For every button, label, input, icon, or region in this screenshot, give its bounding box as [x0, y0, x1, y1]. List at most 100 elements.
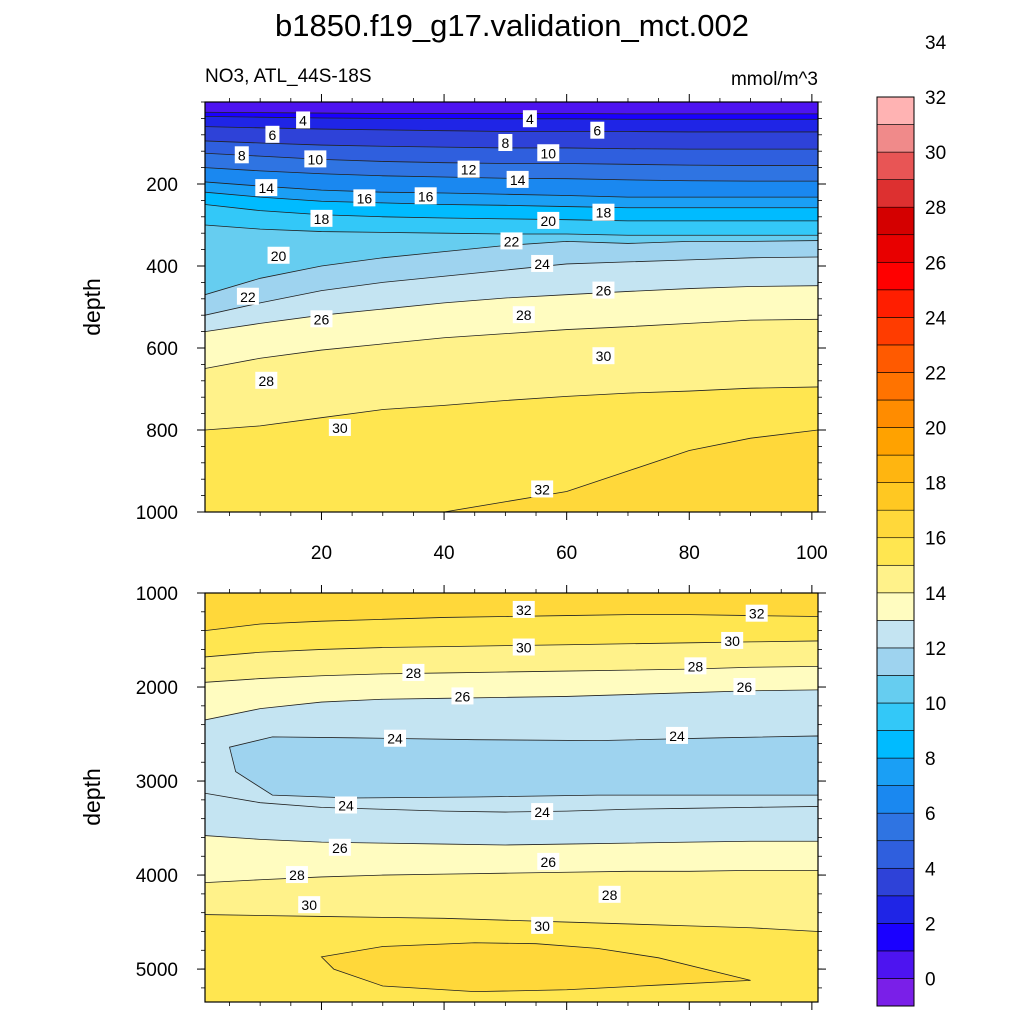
- colorbar-box: [876, 509, 915, 539]
- colorbar-box: [876, 234, 915, 263]
- contour-label: 32: [512, 600, 535, 618]
- svg-text:24: 24: [669, 728, 685, 744]
- svg-text:20: 20: [540, 213, 556, 229]
- x-tick-label: 100: [796, 543, 828, 564]
- colorbar-label: 16: [925, 529, 946, 550]
- contour-band-16: [205, 192, 818, 221]
- colorbar-box: [876, 372, 915, 401]
- contour-band-22: [205, 240, 818, 316]
- contour-line-26: [205, 835, 818, 846]
- colorbar-label: 2: [925, 914, 936, 935]
- lower-y-axis-label: depth: [79, 768, 105, 826]
- contour-line-6: [205, 126, 818, 133]
- colorbar-box: [876, 620, 915, 649]
- contour-line-28: [205, 318, 818, 369]
- svg-text:30: 30: [301, 897, 317, 913]
- colorbar-box: [876, 427, 915, 456]
- panel-frame: [204, 101, 819, 513]
- contour-label: 24: [531, 803, 554, 821]
- y-tick-label: 1000: [136, 503, 178, 524]
- colorbar-box: [876, 840, 915, 869]
- contour-band-24: [205, 793, 818, 845]
- contour-line-32: [205, 429, 818, 512]
- closed-contour-32: [320, 942, 751, 993]
- contour-line-24: [205, 792, 818, 813]
- colorbar-box: [876, 730, 915, 759]
- contour-band-28: [205, 870, 818, 932]
- colorbar-box: [876, 867, 915, 897]
- contour-label: 30: [512, 638, 535, 656]
- colorbar-box: [876, 702, 915, 731]
- colorbar-label: 10: [925, 694, 946, 715]
- svg-text:26: 26: [332, 840, 348, 856]
- colorbar-box: [876, 812, 915, 842]
- colorbar-label: 20: [925, 419, 946, 440]
- x-tick-label: 40: [433, 543, 454, 564]
- colorbar: 0246810121416182022242628303234363840424…: [876, 33, 947, 1007]
- colorbar-box: [876, 537, 915, 566]
- svg-text:28: 28: [602, 887, 618, 903]
- contour-label: 30: [328, 418, 351, 436]
- contour-line-12: [205, 167, 818, 182]
- svg-text:12: 12: [461, 162, 477, 178]
- contour-line-28: [205, 665, 818, 683]
- svg-text:32: 32: [516, 602, 532, 618]
- colorbar-label: 14: [925, 584, 947, 605]
- contour-band-32: [205, 430, 818, 512]
- y-tick-label: 3000: [136, 772, 178, 793]
- contour-band-8: [205, 140, 818, 166]
- contour-band-18: [205, 204, 818, 236]
- y-tick-label: 2000: [136, 678, 178, 699]
- svg-text:20: 20: [271, 248, 287, 264]
- colorbar-label: 0: [925, 969, 936, 990]
- svg-text:22: 22: [240, 289, 256, 305]
- panel-frame: [204, 592, 819, 1003]
- contour-label: 10: [537, 144, 560, 162]
- colorbar-label: 28: [925, 198, 946, 219]
- contour-line-30: [205, 640, 818, 658]
- contour-band-10: [205, 153, 818, 182]
- contour-label: 22: [236, 287, 259, 305]
- contour-label: 24: [334, 796, 357, 814]
- contour-line-26: [205, 689, 818, 721]
- colorbar-box: [876, 895, 915, 924]
- y-tick-label: 4000: [136, 866, 178, 887]
- svg-text:6: 6: [593, 123, 601, 139]
- contour-label: 26: [310, 310, 333, 328]
- contour-label: 14: [506, 170, 529, 188]
- contour-label: 14: [255, 179, 278, 197]
- contour-label: 30: [531, 916, 554, 934]
- svg-text:14: 14: [259, 180, 275, 196]
- svg-text:24: 24: [534, 804, 550, 820]
- contour-label: 8: [498, 134, 513, 151]
- contour-label: 30: [592, 347, 615, 365]
- svg-text:8: 8: [238, 147, 246, 163]
- svg-text:8: 8: [501, 135, 509, 151]
- colorbar-label: 12: [925, 639, 946, 660]
- contour-band-26: [205, 835, 818, 883]
- y-tick-label: 5000: [136, 960, 178, 981]
- y-tick-label: 800: [146, 421, 178, 442]
- contour-line-26: [205, 285, 818, 332]
- y-tick-label: 400: [146, 257, 178, 278]
- contour-label: 24: [666, 726, 689, 744]
- x-tick-label: 60: [556, 543, 577, 564]
- colorbar-box: [876, 482, 915, 511]
- contour-label: 28: [255, 371, 278, 389]
- contour-label: 28: [512, 306, 535, 324]
- colorbar-frame: [876, 96, 915, 1007]
- svg-text:4: 4: [299, 112, 307, 128]
- colorbar-box: [876, 206, 915, 236]
- contour-label: 26: [451, 687, 474, 705]
- x-tick-label: 20: [311, 543, 332, 564]
- contour-band-4: [205, 116, 818, 132]
- contour-band-30: [205, 386, 818, 512]
- colorbar-box: [876, 592, 915, 621]
- colorbar-label: 18: [925, 474, 946, 495]
- svg-text:30: 30: [516, 640, 532, 656]
- svg-text:24: 24: [338, 797, 354, 813]
- closed-contour-24: [229, 735, 818, 799]
- colorbar-box: [876, 564, 915, 594]
- svg-text:28: 28: [688, 658, 704, 674]
- units-subtitle: mmol/m^3: [731, 69, 818, 90]
